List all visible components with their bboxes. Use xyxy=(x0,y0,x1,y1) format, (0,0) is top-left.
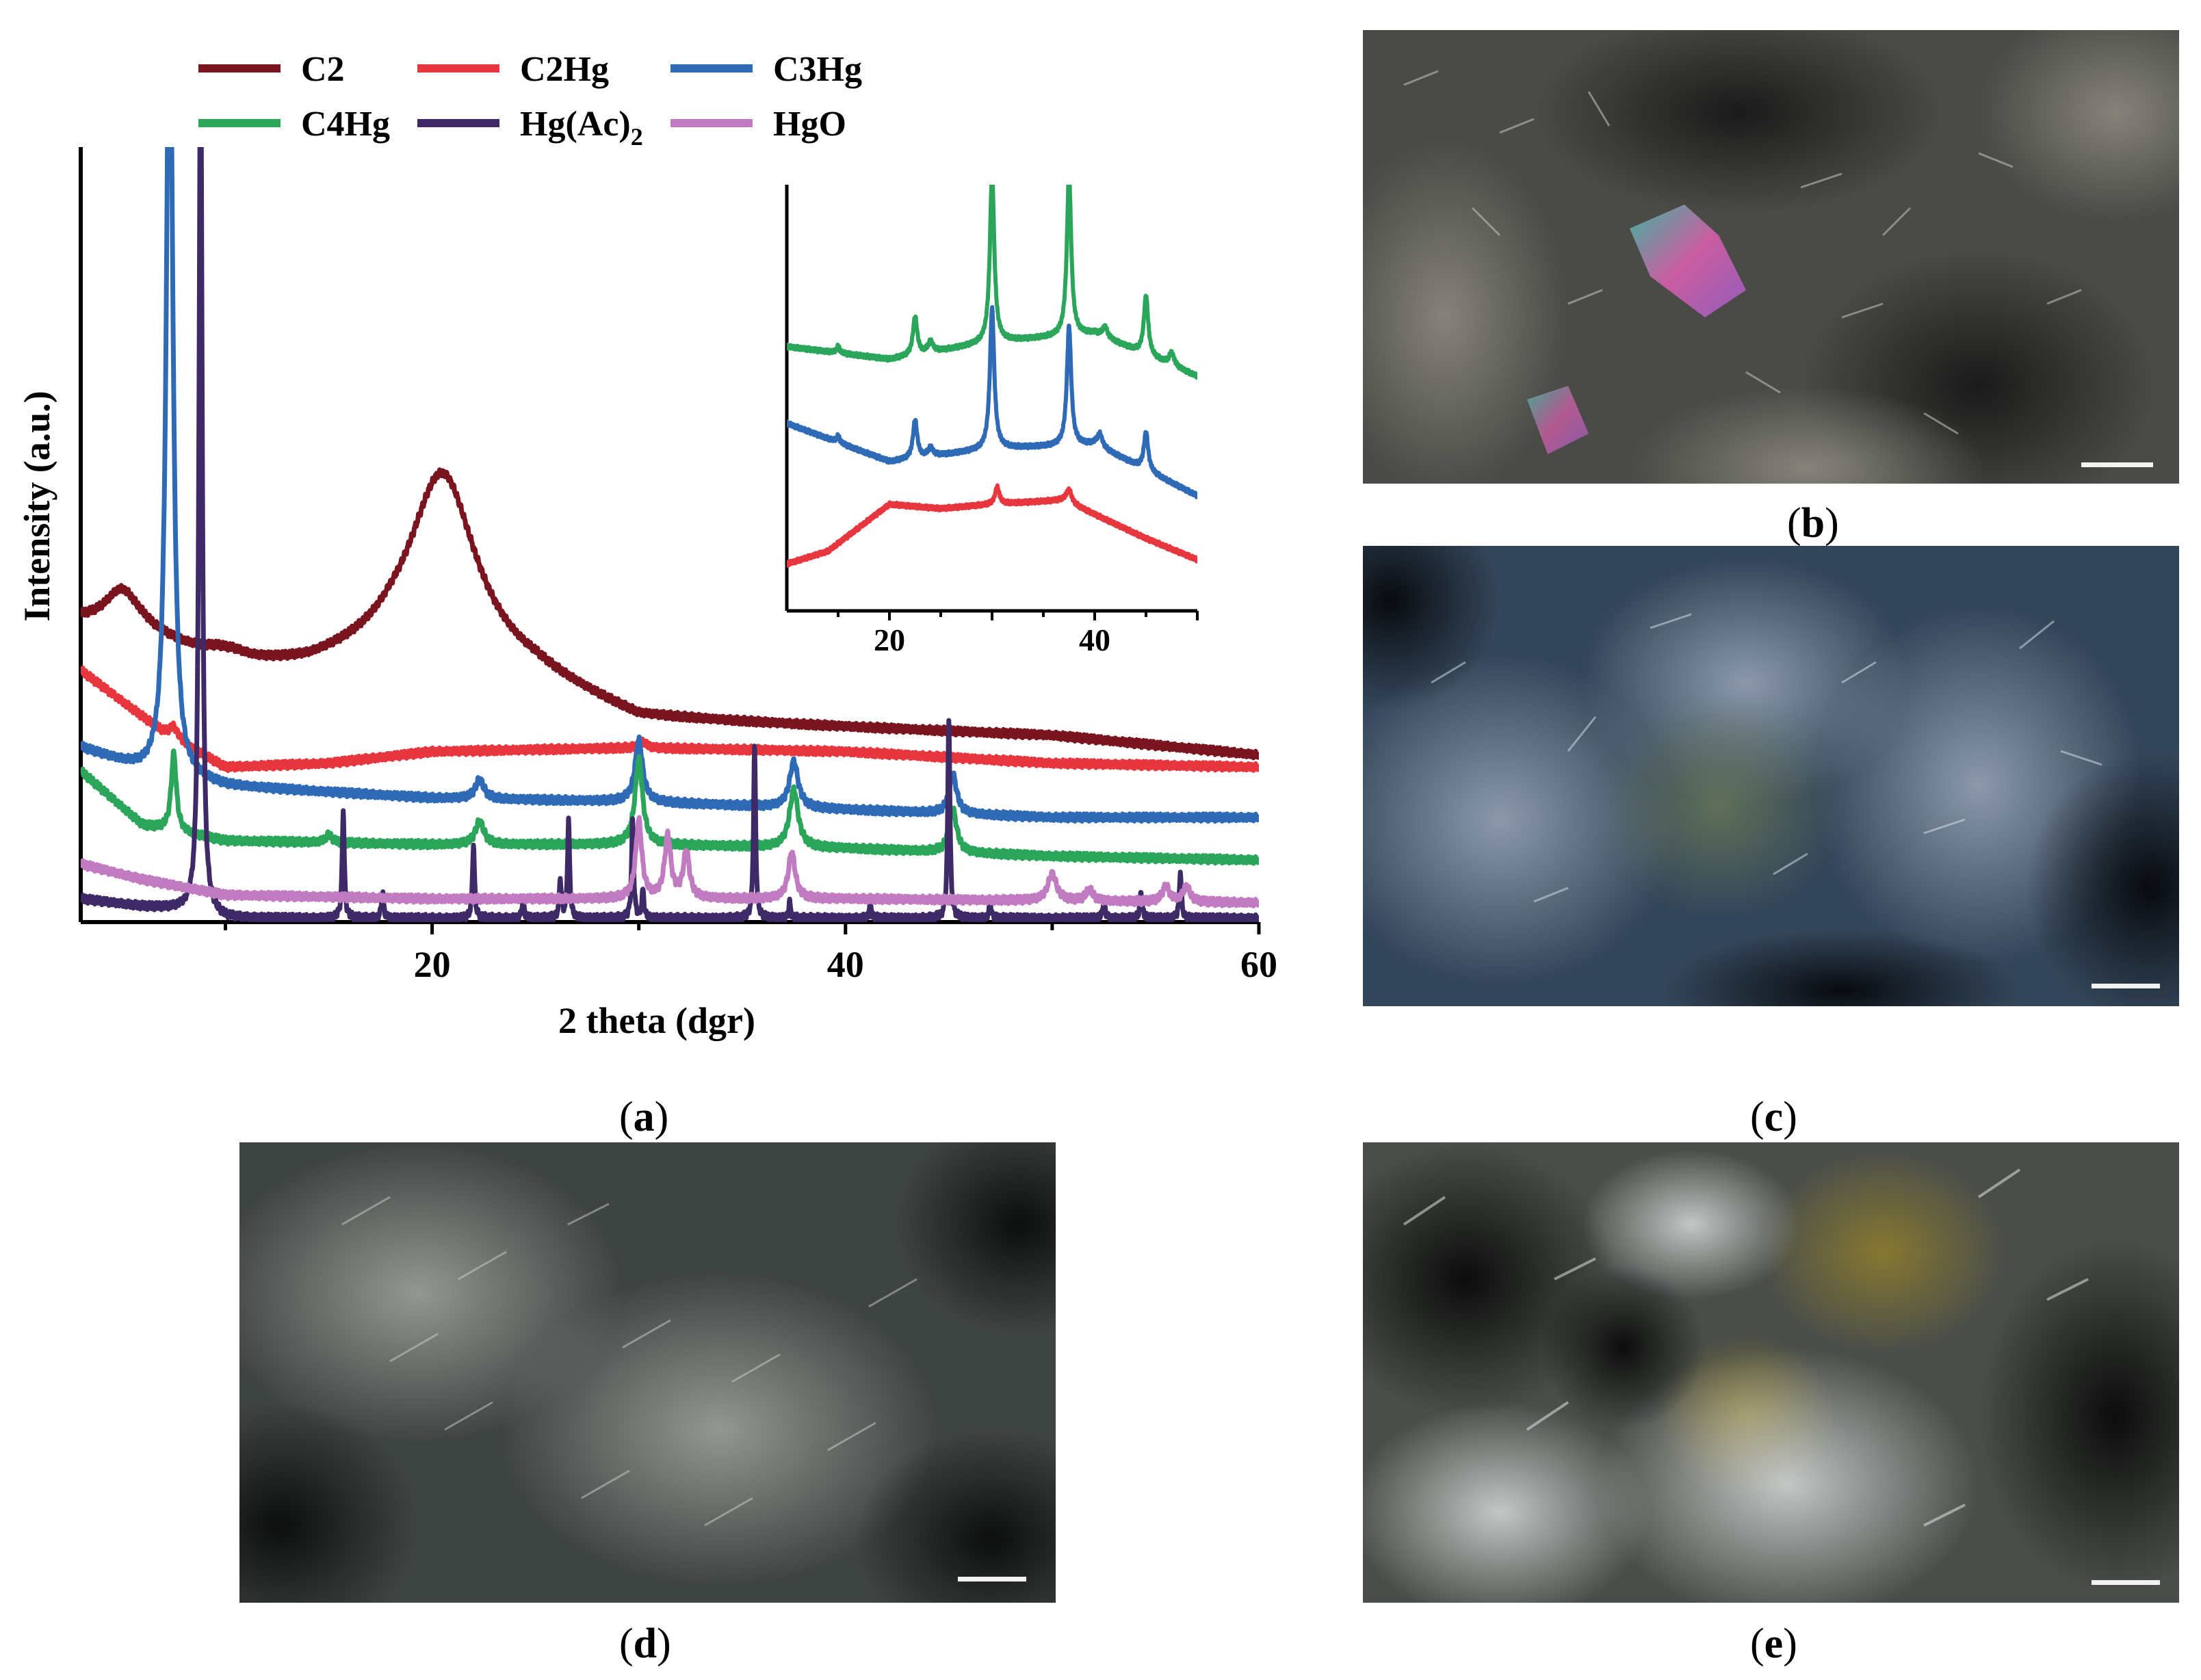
scale-bar xyxy=(2092,984,2160,988)
micrograph-d-needle-texture-image xyxy=(239,1142,1056,1603)
inset-series-line-c3hg xyxy=(787,305,1197,499)
legend-label: C2 xyxy=(301,50,345,89)
inset-plot-axes: 20 40 xyxy=(785,185,1199,657)
chart-legend: C2 C2Hg C3Hg C4Hg Hg(Ac)2 HgO xyxy=(198,50,862,150)
legend-label: C2Hg xyxy=(520,50,609,89)
series-line-c2hg xyxy=(81,666,1259,774)
series-line-c3hg xyxy=(81,147,1259,824)
x-axis-label: 2 theta (dgr) xyxy=(558,1000,755,1041)
x-tick-label: 20 xyxy=(414,944,451,985)
panel-letter-c: c xyxy=(1764,1094,1784,1140)
panel-label-c: (c) xyxy=(1750,1094,1797,1140)
scale-bar xyxy=(958,1577,1026,1581)
series-line-hgo xyxy=(81,815,1259,908)
panel-label-e: (e) xyxy=(1750,1620,1797,1667)
inset-plot-series xyxy=(787,185,1197,568)
legend-label: Hg(Ac)2 xyxy=(520,105,643,150)
inset-series-line-c4hg xyxy=(787,185,1197,380)
scale-bar xyxy=(2092,1580,2160,1585)
panel-label-a: (a) xyxy=(619,1094,669,1140)
scale-bar xyxy=(2081,462,2153,467)
panel-label-b: (b) xyxy=(1787,500,1839,547)
series-line-c2 xyxy=(81,467,1259,761)
main-plot-series xyxy=(81,147,1259,922)
inset-series-line-c2hg xyxy=(787,483,1197,568)
inset-x-tick-label: 40 xyxy=(1079,622,1110,657)
legend-label: HgO xyxy=(773,105,846,144)
panel-letter-b: b xyxy=(1801,500,1825,547)
panel-letter-a: a xyxy=(633,1094,655,1140)
panel-letter-e: e xyxy=(1764,1620,1784,1667)
micrograph-c-blue-grey-image xyxy=(1363,546,2179,1006)
legend-label-subscript: 2 xyxy=(631,123,643,150)
x-tick-label: 60 xyxy=(1240,944,1277,985)
panel-letter-d: d xyxy=(633,1620,657,1667)
y-axis-label: Intensity (a.u.) xyxy=(16,391,57,622)
micrograph-e-olive-crystal-image xyxy=(1363,1142,2179,1603)
legend-label: C4Hg xyxy=(301,105,390,144)
legend-label: C3Hg xyxy=(773,50,862,89)
inset-x-tick-label: 20 xyxy=(874,622,905,657)
x-tick-label: 40 xyxy=(827,944,864,985)
micrograph-b-crystals-image xyxy=(1363,30,2179,484)
series-line-hgac2 xyxy=(81,147,1259,922)
panel-label-d: (d) xyxy=(619,1620,671,1667)
